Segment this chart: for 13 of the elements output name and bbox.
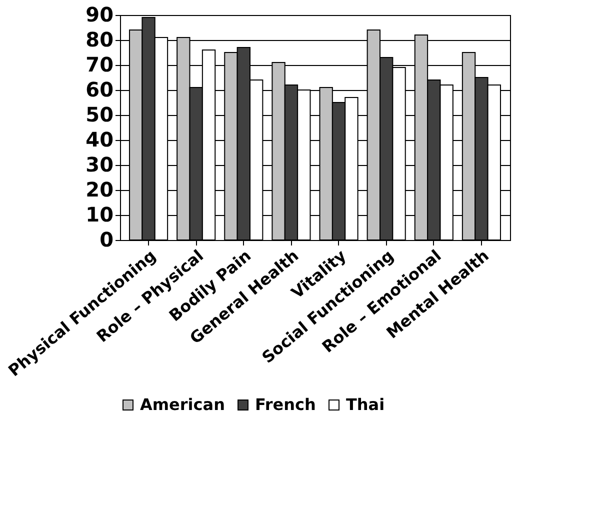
y-tick-label: 40 bbox=[86, 128, 114, 152]
y-tick-label: 70 bbox=[86, 52, 114, 76]
y-tick-label: 50 bbox=[86, 102, 114, 126]
y-tick-label: 20 bbox=[86, 178, 114, 202]
legend-label: French bbox=[255, 395, 316, 414]
y-tick-label: 0 bbox=[100, 228, 114, 252]
y-tick-label: 80 bbox=[86, 28, 114, 52]
y-tick-label: 30 bbox=[86, 152, 114, 176]
y-tick-label: 90 bbox=[86, 2, 114, 26]
y-tick-label: 60 bbox=[86, 78, 114, 102]
legend-label: American bbox=[140, 395, 225, 414]
legend-label: Thai bbox=[346, 395, 385, 414]
y-tick-label: 10 bbox=[86, 202, 114, 226]
